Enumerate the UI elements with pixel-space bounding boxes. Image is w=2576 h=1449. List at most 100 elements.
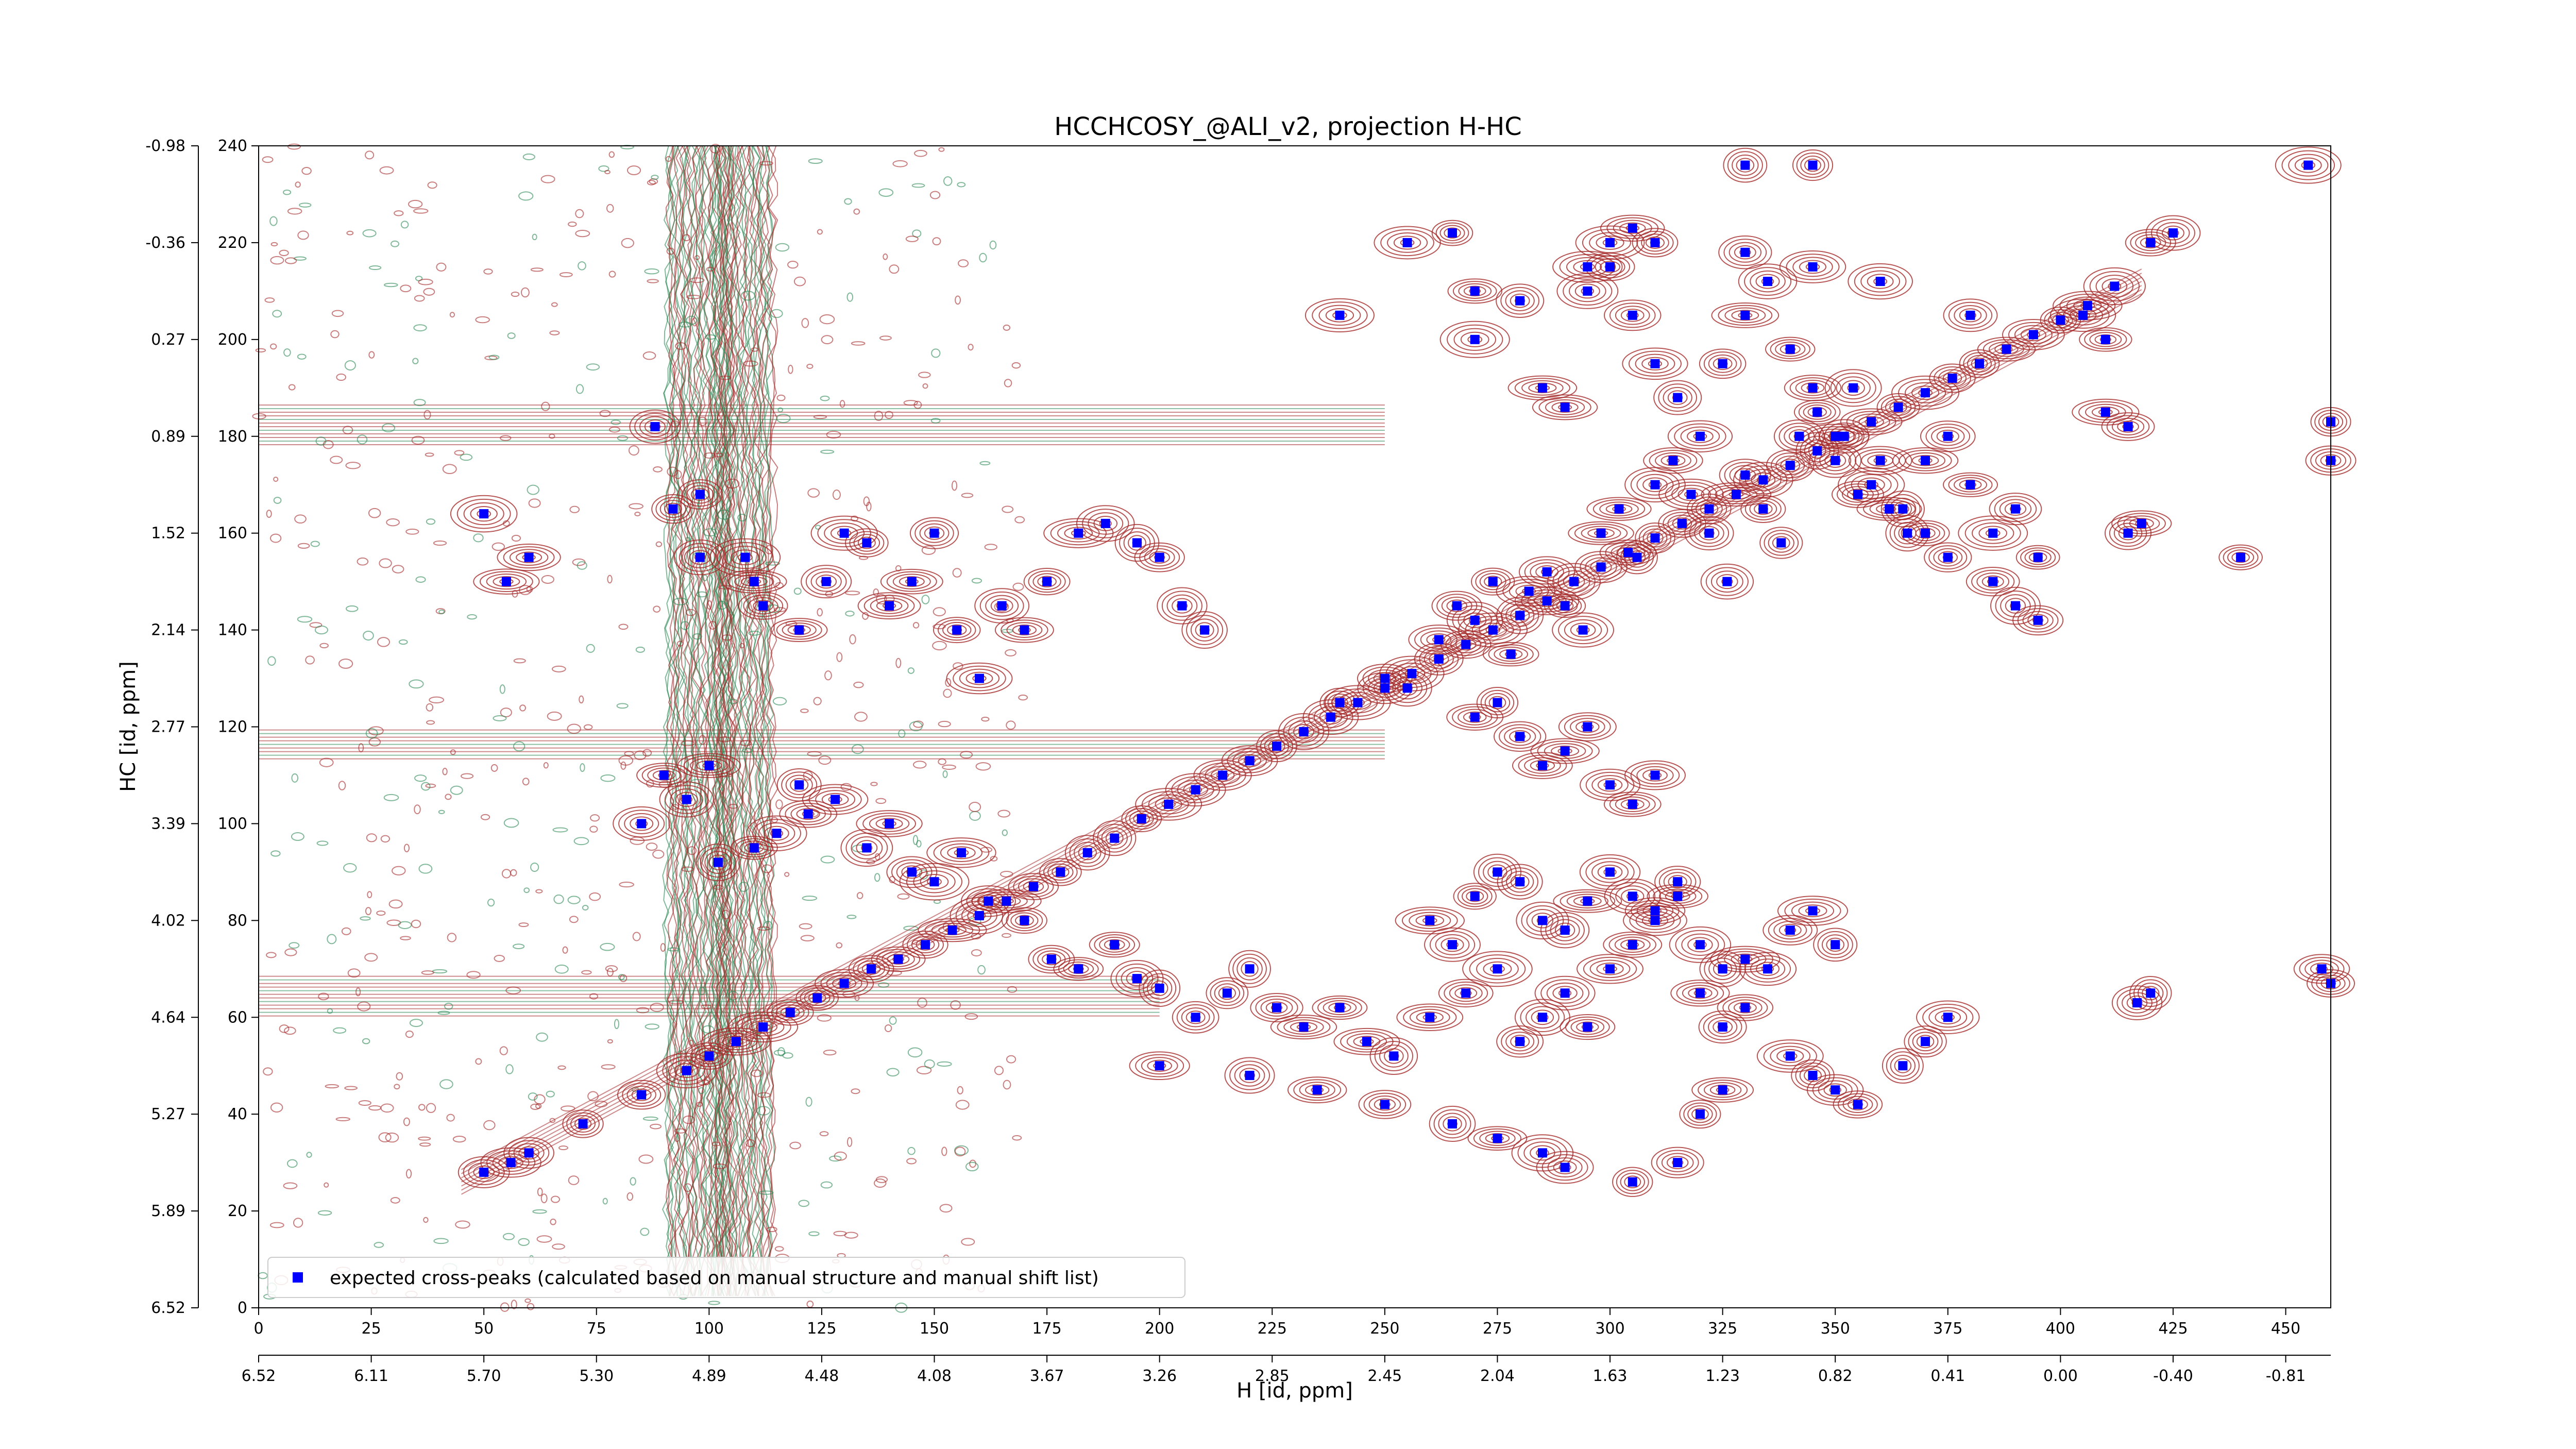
contour-ring	[2145, 215, 2201, 251]
noise-speck	[532, 233, 537, 241]
noise-speck	[969, 802, 981, 812]
noise-speck	[669, 999, 684, 1005]
contour-ring	[2275, 146, 2342, 184]
contour-ring	[1901, 520, 1950, 546]
contour-ring	[1713, 357, 1733, 370]
cross-peak-marker	[1074, 964, 1083, 974]
cross-peak-marker	[1488, 625, 1498, 635]
cross-peak-marker	[1200, 625, 1210, 635]
cross-peak-marker	[524, 1148, 534, 1158]
noise-speck	[738, 882, 749, 892]
noise-speck	[551, 1195, 561, 1203]
noise-speck	[466, 971, 481, 979]
noise-speck	[336, 373, 347, 381]
cross-peak-marker	[885, 601, 894, 611]
contour-ring	[1707, 484, 1765, 504]
contour-ring	[1682, 985, 1718, 1002]
x-tick-label: 0	[253, 1320, 263, 1338]
vertical-band	[710, 145, 778, 1296]
contour-ring	[1534, 975, 1596, 1010]
cross-peak-marker	[704, 761, 714, 770]
contour-ring	[1728, 242, 1762, 263]
cross-peak-marker	[1943, 1013, 1953, 1022]
contour-ring	[682, 482, 719, 507]
noise-speck	[719, 376, 732, 380]
noise-speck	[826, 430, 841, 439]
noise-speck	[818, 755, 832, 765]
contour-ring	[919, 523, 950, 543]
peak-contour	[899, 863, 970, 901]
cross-peak-marker	[1628, 940, 1637, 950]
noise-speck	[745, 1139, 756, 1148]
contour-ring	[924, 526, 945, 540]
contour-ring	[795, 985, 839, 1011]
cross-peak-marker	[1740, 247, 1750, 257]
contour-ring	[617, 1080, 666, 1110]
noise-speck	[381, 423, 395, 432]
noise-speck	[589, 993, 598, 1000]
contour-ring	[1064, 835, 1110, 871]
contour-ring	[1312, 301, 1368, 329]
noise-speck	[403, 844, 410, 852]
contour-ring	[626, 1085, 656, 1104]
contour-ring	[1698, 1080, 1748, 1101]
cross-peak-marker	[1943, 552, 1953, 562]
noise-speck	[929, 191, 941, 199]
contour-ring	[670, 788, 703, 811]
cross-peak-marker	[1867, 417, 1876, 427]
cross-peak-marker	[1853, 1100, 1862, 1109]
noise-speck	[420, 782, 431, 791]
noise-speck	[601, 1064, 616, 1070]
contour-ring	[1916, 1000, 1980, 1034]
y-tick-label: 180	[218, 428, 247, 446]
contour-ring	[1904, 1025, 1947, 1058]
peak-contour	[746, 815, 807, 851]
legend-entry: expected cross-peaks (calculated based o…	[330, 1268, 1099, 1289]
noise-speck	[270, 242, 278, 247]
peak-contour	[1532, 394, 1598, 420]
cross-peak-marker	[1965, 310, 1975, 320]
x-ppm-tick-label: -0.40	[2153, 1367, 2193, 1385]
noise-speck	[365, 728, 378, 739]
contour-ring	[1915, 527, 1936, 539]
contour-ring	[743, 594, 784, 617]
contour-ring	[1172, 1001, 1219, 1034]
x-ppm-tick-label: 4.48	[805, 1367, 839, 1385]
noise-speck	[753, 595, 764, 603]
contour-ring	[771, 1002, 809, 1023]
noise-speck	[787, 261, 799, 269]
noise-speck	[911, 183, 925, 188]
contour-ring	[899, 576, 925, 587]
noise-speck	[681, 740, 695, 747]
cross-peak-marker	[1794, 431, 1804, 441]
y-tick-label: 80	[228, 912, 247, 930]
contour-ring	[1510, 293, 1530, 308]
noise-speck	[454, 450, 465, 456]
cross-peak-marker	[1921, 528, 1930, 538]
contour-ring	[1831, 481, 1884, 508]
contour-ring	[1750, 270, 1786, 293]
contour-ring	[1889, 401, 1908, 413]
contour-ring	[1579, 854, 1641, 890]
contour-ring	[1696, 499, 1723, 518]
noise-speck	[507, 332, 516, 339]
contour-ring	[1848, 263, 1913, 300]
cross-peak-marker	[1110, 833, 1120, 843]
contour-ring	[870, 597, 909, 614]
contour-ring	[1032, 573, 1061, 591]
cross-peak-marker	[1628, 891, 1637, 901]
contour-ring	[1597, 778, 1623, 792]
noise-speck	[511, 1300, 517, 1309]
contour-ring	[1842, 1096, 1873, 1114]
cross-peak-marker	[1380, 673, 1389, 683]
peak-contour	[1552, 250, 1623, 283]
cross-peak-marker	[1537, 1148, 1547, 1158]
cross-peak-marker	[1583, 896, 1592, 906]
contour-ring	[2004, 502, 2027, 516]
contour-ring	[1505, 604, 1535, 627]
noise-speck	[362, 229, 377, 238]
contour-ring	[1501, 1029, 1539, 1055]
contour-ring	[1521, 905, 1564, 936]
noise-speck	[400, 221, 409, 229]
